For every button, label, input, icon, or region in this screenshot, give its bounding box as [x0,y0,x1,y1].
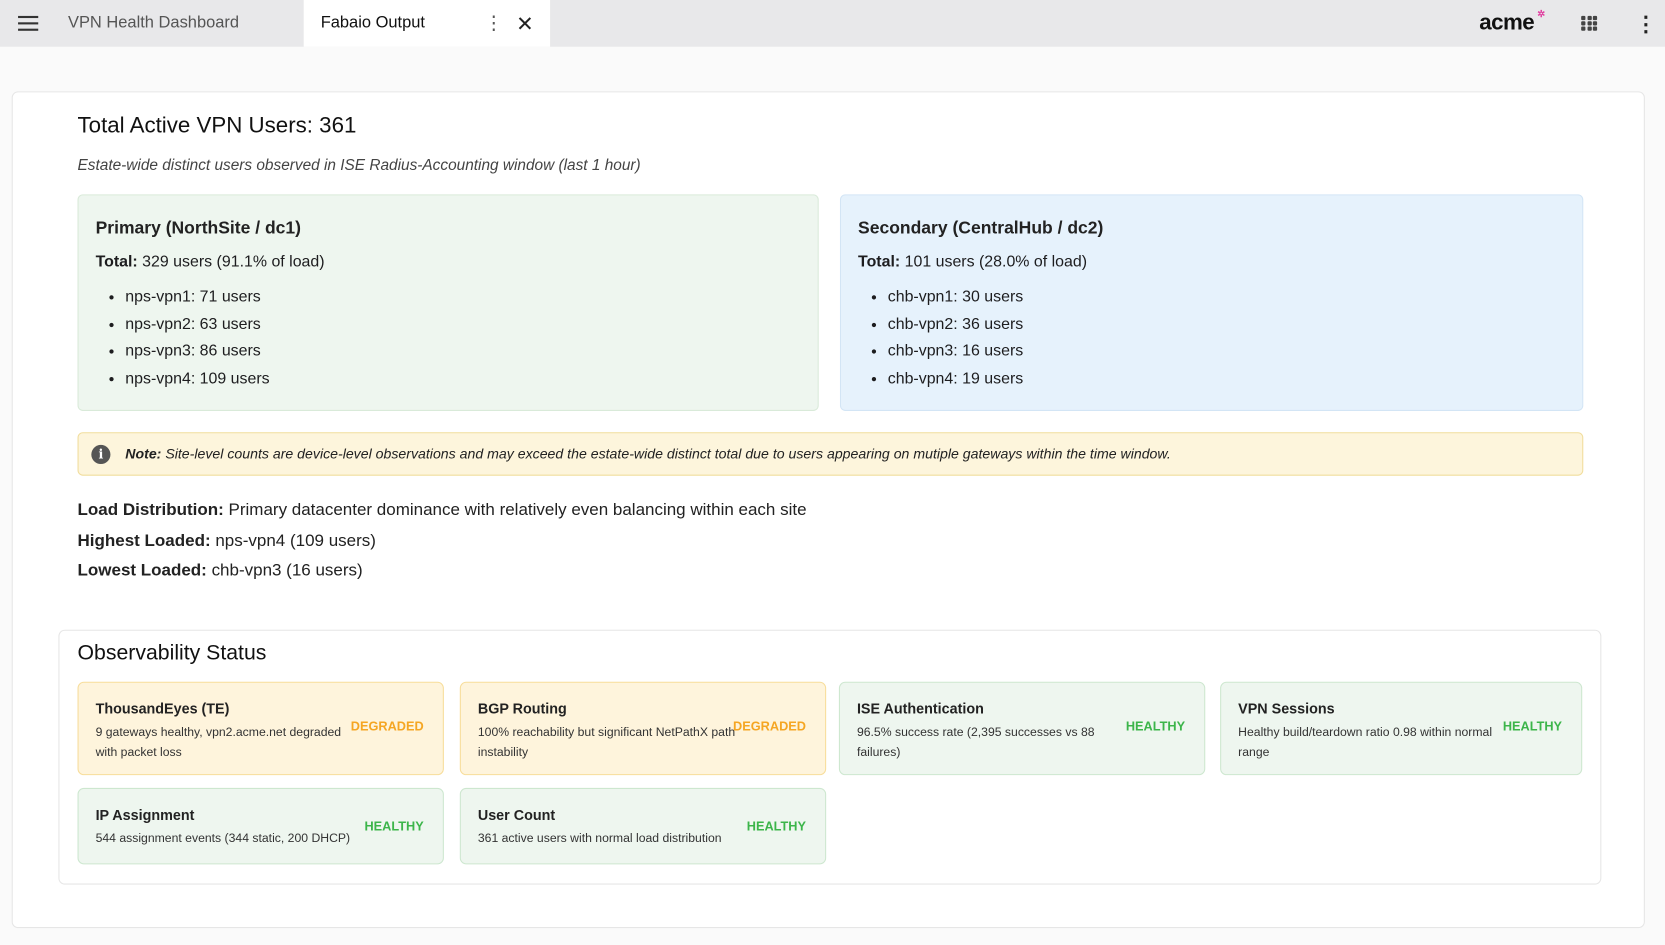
status-badge: DEGRADED [350,718,424,734]
status-badge: HEALTHY [746,818,806,834]
hamburger-menu-icon[interactable] [0,22,55,25]
card-desc: Healthy build/teardown ratio 0.98 within… [1238,726,1493,760]
status-card-vpn-sessions: VPN Sessions Healthy build/teardown rati… [1220,681,1583,776]
tab-label: Fabaio Output [320,13,426,32]
list-item: nps-vpn2: 63 users [125,311,800,338]
card-desc: 9 gateways healthy, vpn2.acme.net degrad… [95,726,342,760]
secondary-site-card: Secondary (CentralHub / dc2) Total: 101 … [839,194,1584,411]
card-title: BGP Routing [477,700,567,717]
card-title: IP Assignment [95,807,195,823]
list-item: nps-vpn3: 86 users [125,338,800,365]
load-facts: Load Distribution: Primary datacenter do… [78,496,807,587]
page-subtitle: Estate-wide distinct users observed in I… [77,157,641,175]
list-item: chb-vpn2: 36 users [888,311,1565,338]
list-item: nps-vpn1: 71 users [125,284,800,311]
list-item: nps-vpn4: 109 users [125,365,800,392]
more-vert-icon[interactable]: ⋮ [1635,12,1657,37]
card-desc: 361 active users with normal load distri… [477,832,722,846]
fact-lowest-loaded: Lowest Loaded: chb-vpn3 (16 users) [77,561,363,580]
site-total: Total: 101 users (28.0% of load) [858,252,1088,271]
close-icon[interactable]: ✕ [516,12,534,36]
tab-vpn-health-dashboard[interactable]: VPN Health Dashboard [67,13,240,32]
card-title: User Count [477,807,556,823]
site-total: Total: 329 users (91.1% of load) [95,252,325,271]
list-item: chb-vpn1: 30 users [888,284,1565,311]
acme-logo: acme ✲ [1479,8,1545,36]
gateway-list: nps-vpn1: 71 users nps-vpn2: 63 users np… [96,284,801,392]
primary-site-card: Primary (NorthSite / dc1) Total: 329 use… [77,194,819,411]
gateway-list: chb-vpn1: 30 users chb-vpn2: 36 users ch… [858,284,1565,392]
section-title: Observability Status [77,641,267,665]
info-icon: i [91,444,111,464]
card-desc: 100% reachability but significant NetPat… [477,726,736,760]
status-badge: HEALTHY [364,818,424,834]
card-title: ISE Authentication [856,700,984,717]
observability-section: Observability Status ThousandEyes (TE) 9… [58,629,1602,885]
list-item: chb-vpn4: 19 users [888,365,1565,392]
card-desc: 96.5% success rate (2,395 successes vs 8… [856,726,1095,760]
page-title: Total Active VPN Users: 361 [77,113,357,139]
status-card-bgp: BGP Routing 100% reachability but signif… [459,681,827,776]
note-text: Site-level counts are device-level obser… [165,445,1171,462]
card-desc: 544 assignment events (344 static, 200 D… [95,832,351,846]
status-badge: DEGRADED [733,718,806,734]
card-title: VPN Sessions [1238,700,1335,717]
status-card-user-count: User Count 361 active users with normal … [459,787,827,865]
top-bar: VPN Health Dashboard Fabaio Output ⋮ ✕ a… [0,0,1665,47]
status-badge: HEALTHY [1502,718,1563,734]
note-label: Note: [125,445,162,462]
site-title: Secondary (CentralHub / dc2) [858,218,1104,238]
status-card-ip-assignment: IP Assignment 544 assignment events (344… [77,787,444,865]
apps-grid-icon[interactable] [1581,15,1598,31]
status-badge: HEALTHY [1125,718,1186,734]
card-title: ThousandEyes (TE) [95,700,230,717]
output-panel: Total Active VPN Users: 361 Estate-wide … [11,91,1645,929]
kebab-icon[interactable]: ⋮ [484,12,504,34]
site-title: Primary (NorthSite / dc1) [95,218,302,238]
status-card-ise: ISE Authentication 96.5% success rate (2… [838,681,1206,776]
list-item: chb-vpn3: 16 users [888,338,1565,365]
fact-highest-loaded: Highest Loaded: nps-vpn4 (109 users) [77,531,376,550]
tab-fabaio-output[interactable]: Fabaio Output ⋮ ✕ [303,0,551,47]
fact-load-distribution: Load Distribution: Primary datacenter do… [77,501,807,520]
status-card-thousandeyes: ThousandEyes (TE) 9 gateways healthy, vp… [77,681,444,776]
note-banner: i Note: Site-level counts are device-lev… [77,432,1584,476]
